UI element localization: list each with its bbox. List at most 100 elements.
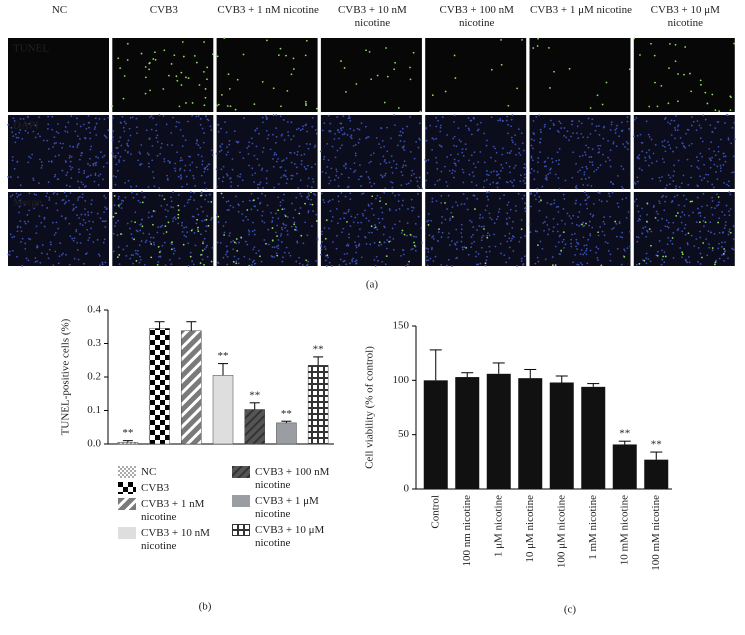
legend-label: CVB3 + 1 μM nicotine [255, 495, 319, 520]
nucleus-dot [560, 127, 563, 130]
nucleus-dot [306, 234, 309, 237]
nucleus-dot [152, 117, 155, 120]
column-header: NC [51, 4, 68, 16]
tunel-dot [305, 103, 307, 105]
nucleus-dot [523, 163, 526, 166]
tunel-dot [305, 259, 308, 262]
nucleus-dot [99, 217, 102, 220]
nucleus-dot [566, 130, 569, 133]
tunel-dot [198, 84, 201, 86]
nucleus-dot [644, 156, 646, 159]
nucleus-dot [149, 236, 152, 239]
nucleus-dot [462, 171, 465, 174]
nucleus-dot [84, 200, 87, 202]
nucleus-dot [126, 142, 129, 145]
nucleus-dot [24, 122, 27, 125]
nucleus-dot [505, 217, 508, 220]
nucleus-dot [301, 264, 304, 266]
tunel-dot [220, 192, 223, 195]
nucleus-dot [636, 134, 639, 137]
nucleus-dot [229, 232, 231, 235]
nucleus-dot [336, 129, 339, 132]
nucleus-dot [132, 262, 134, 265]
nucleus-dot [345, 244, 348, 247]
tunel-dot [684, 46, 687, 48]
nucleus-dot [578, 120, 581, 123]
nucleus-dot [481, 236, 483, 239]
nucleus-dot [222, 256, 225, 259]
nucleus-dot [729, 208, 732, 210]
nucleus-dot [50, 160, 53, 162]
nucleus-dot [275, 135, 278, 138]
nucleus-dot [580, 249, 583, 251]
nucleus-dot [672, 180, 675, 182]
nucleus-dot [101, 261, 104, 264]
nucleus-dot [54, 173, 57, 176]
nucleus-dot [355, 244, 357, 247]
nucleus-dot [585, 244, 588, 247]
nucleus-dot [321, 129, 324, 132]
nucleus-dot [147, 186, 150, 188]
nucleus-dot [29, 238, 32, 241]
nucleus-dot [524, 176, 526, 179]
nucleus-dot [562, 238, 565, 241]
nucleus-dot [440, 236, 443, 238]
nucleus-dot [475, 255, 477, 258]
nucleus-dot [564, 179, 567, 182]
nucleus-dot [509, 171, 511, 174]
nucleus-dot [210, 218, 212, 221]
tunel-dot [413, 244, 416, 247]
tunel-dot [597, 231, 600, 234]
nucleus-dot [547, 173, 550, 176]
nucleus-dot [79, 138, 81, 140]
nucleus-dot [222, 165, 225, 168]
nucleus-dot [257, 187, 259, 189]
nucleus-dot [71, 237, 74, 240]
tunel-dot [589, 107, 592, 109]
nucleus-dot [16, 230, 19, 233]
nucleus-dot [290, 178, 293, 180]
nucleus-dot [115, 163, 118, 166]
nucleus-dot [558, 147, 561, 150]
nucleus-dot [293, 221, 296, 224]
nucleus-dot [685, 198, 688, 201]
nucleus-dot [431, 149, 433, 151]
nucleus-dot [261, 220, 264, 223]
nucleus-dot [718, 158, 721, 161]
nucleus-dot [297, 187, 300, 190]
nucleus-dot [78, 168, 80, 171]
nucleus-dot [335, 170, 338, 173]
nucleus-dot [360, 221, 363, 224]
tunel-dot [675, 215, 678, 217]
nucleus-dot [345, 263, 348, 266]
legend-item: CVB3 + 100 nM nicotine [232, 466, 347, 492]
nucleus-dot [501, 167, 504, 169]
nucleus-dot [297, 127, 300, 130]
nucleus-dot [226, 209, 229, 211]
nucleus-dot [409, 180, 412, 182]
nucleus-dot [361, 212, 364, 215]
nucleus-dot [462, 154, 465, 157]
nucleus-dot [21, 237, 24, 240]
nucleus-dot [418, 122, 421, 125]
nucleus-dot [239, 173, 242, 176]
nucleus-dot [107, 129, 110, 132]
nucleus-dot [690, 234, 693, 237]
nucleus-dot [139, 255, 141, 258]
nucleus-dot [187, 242, 190, 245]
nucleus-dot [309, 203, 312, 206]
tunel-dot [197, 226, 199, 229]
nucleus-dot [348, 116, 351, 119]
nucleus-dot [118, 140, 120, 143]
nucleus-dot [77, 196, 80, 199]
nucleus-dot [227, 200, 230, 203]
nucleus-dot [486, 139, 488, 142]
nucleus-dot [298, 145, 301, 148]
nucleus-dot [155, 129, 158, 132]
tunel-dot [141, 201, 144, 204]
nucleus-dot [80, 213, 83, 216]
tunel-dot [175, 75, 178, 78]
nucleus-dot [157, 261, 160, 263]
nucleus-dot [165, 123, 168, 126]
tunel-dot [454, 77, 457, 79]
